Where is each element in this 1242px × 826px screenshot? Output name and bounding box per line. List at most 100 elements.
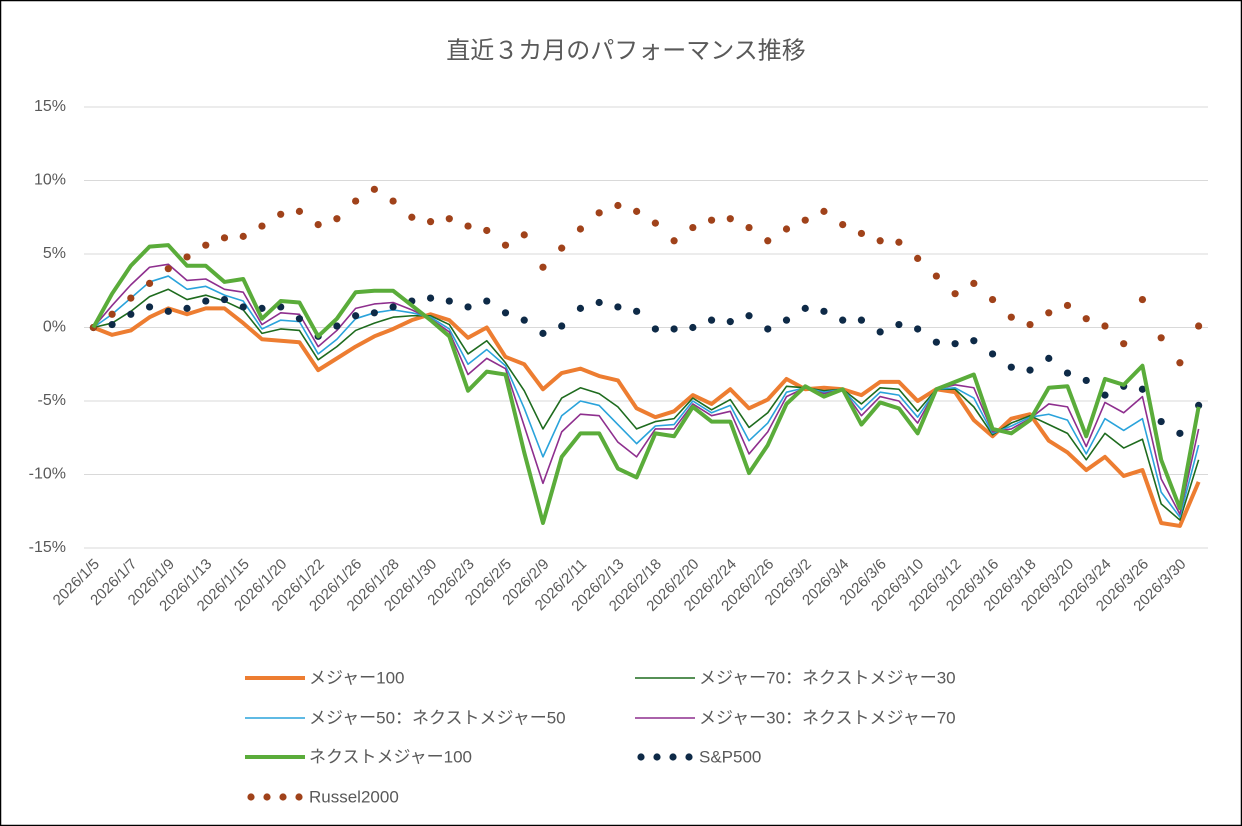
data-point	[1138, 295, 1147, 304]
data-point	[220, 295, 229, 304]
legend-label: Russel2000	[309, 787, 399, 806]
data-point	[932, 272, 940, 280]
data-point	[726, 215, 734, 223]
legend-label: メジャー70：ネクストメジャー30	[699, 668, 956, 687]
data-point	[389, 303, 397, 311]
data-point	[1176, 429, 1184, 437]
data-point	[277, 210, 285, 218]
legend-swatch	[263, 793, 271, 801]
data-point	[1063, 369, 1072, 377]
data-point	[839, 316, 847, 324]
data-point	[145, 279, 154, 287]
data-point	[464, 222, 472, 230]
data-point	[970, 337, 978, 345]
data-point	[651, 325, 659, 333]
data-point	[839, 221, 847, 229]
y-tick-label: 10%	[34, 172, 66, 189]
data-point	[1157, 334, 1165, 342]
data-point	[333, 215, 341, 223]
data-point	[464, 303, 472, 311]
data-point	[183, 304, 191, 312]
series-line	[92, 275, 1200, 518]
data-point	[932, 338, 940, 346]
data-point	[539, 329, 547, 337]
series-line	[91, 243, 1201, 526]
data-point	[782, 316, 791, 324]
chart-title: 直近３カ月のパフォーマンス推移	[446, 37, 806, 64]
data-point	[670, 325, 678, 333]
data-point	[633, 307, 641, 315]
data-point	[164, 307, 172, 315]
data-point	[127, 310, 135, 318]
legend-swatch	[247, 793, 255, 801]
data-point	[895, 320, 903, 329]
data-point	[857, 229, 866, 238]
data-point	[239, 232, 247, 240]
data-point	[876, 237, 884, 245]
legend-label: メジャー30：ネクストメジャー70	[699, 708, 956, 727]
legend-swatch	[637, 753, 645, 761]
data-point	[370, 185, 378, 193]
data-point	[295, 207, 304, 215]
data-point	[764, 325, 772, 333]
data-point	[820, 207, 828, 215]
data-point	[614, 201, 622, 210]
data-point	[914, 254, 922, 263]
data-point	[1007, 313, 1015, 321]
data-point	[1101, 322, 1109, 330]
data-point	[651, 219, 659, 227]
data-point	[483, 226, 491, 235]
data-point	[988, 350, 997, 358]
data-point	[745, 223, 753, 232]
data-point	[576, 304, 585, 312]
data-point	[539, 263, 547, 271]
data-point	[1082, 376, 1090, 385]
series-line	[93, 288, 1200, 521]
data-point	[857, 316, 866, 324]
data-point	[426, 294, 435, 302]
data-point	[558, 244, 566, 252]
data-point	[501, 309, 510, 317]
data-point	[595, 298, 603, 307]
data-point	[689, 223, 697, 232]
data-point	[220, 234, 229, 242]
data-point	[370, 309, 378, 317]
legend-swatch	[685, 753, 693, 761]
data-point	[445, 297, 453, 305]
data-point	[183, 253, 191, 261]
data-point	[1026, 320, 1034, 329]
data-point	[1082, 315, 1090, 323]
data-point	[801, 304, 809, 312]
data-point	[333, 322, 341, 330]
data-point	[164, 265, 172, 273]
legend-label: メジャー100	[309, 668, 405, 687]
data-point	[1026, 366, 1034, 374]
legend-label: メジャー50：ネクストメジャー50	[309, 708, 566, 727]
data-point	[295, 315, 304, 323]
data-point	[595, 209, 603, 217]
data-point	[1007, 363, 1015, 371]
y-tick-label: -10%	[29, 466, 66, 483]
data-point	[408, 213, 416, 221]
data-point	[501, 241, 510, 249]
data-point	[951, 290, 959, 298]
data-point	[1120, 340, 1128, 348]
data-point	[1063, 301, 1072, 310]
data-point	[614, 303, 622, 311]
legend-swatch	[669, 753, 677, 761]
y-tick-label: 15%	[34, 98, 66, 115]
data-point	[820, 307, 828, 315]
y-tick-label: 5%	[43, 245, 66, 262]
data-point	[670, 237, 678, 245]
data-point	[202, 297, 210, 305]
data-point	[1195, 322, 1203, 330]
series-line	[92, 306, 1201, 528]
data-point	[483, 297, 491, 305]
data-point	[520, 231, 528, 239]
data-point	[389, 197, 397, 205]
data-point	[258, 222, 266, 230]
data-point	[745, 312, 753, 320]
